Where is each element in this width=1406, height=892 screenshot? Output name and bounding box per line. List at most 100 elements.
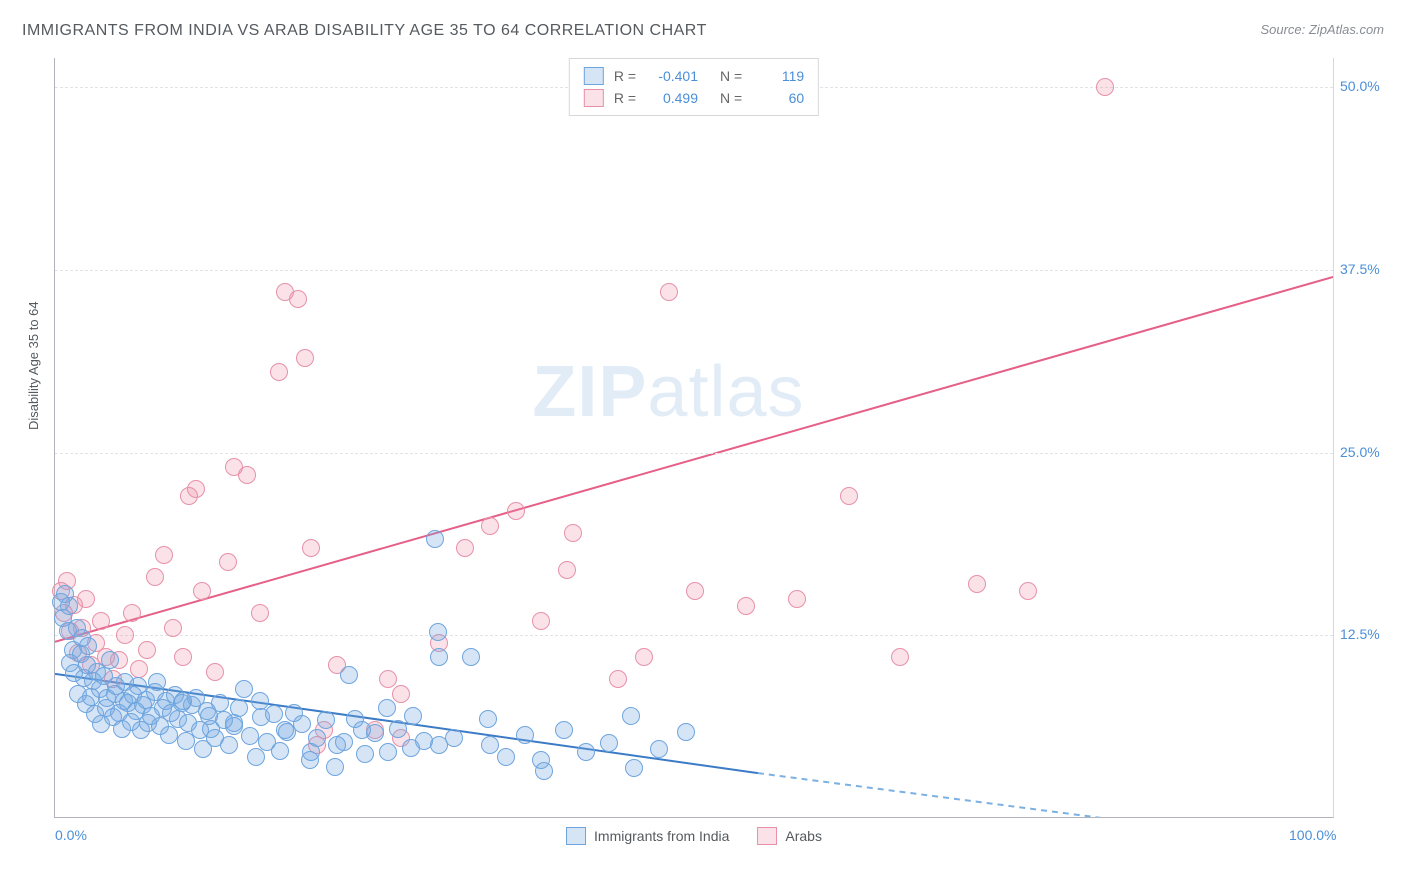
india-point — [430, 648, 448, 666]
india-point — [577, 743, 595, 761]
y-tick-label: 25.0% — [1340, 444, 1395, 460]
y-tick-label: 50.0% — [1340, 78, 1395, 94]
arabs-point — [686, 582, 704, 600]
arabs-point — [1019, 582, 1037, 600]
arabs-point — [1096, 78, 1114, 96]
arabs-point — [968, 575, 986, 593]
x-tick-label: 0.0% — [55, 827, 87, 843]
arabs-point — [155, 546, 173, 564]
arabs-point — [174, 648, 192, 666]
india-point — [317, 711, 335, 729]
legend-stats-row-india: R = -0.401 N = 119 — [584, 65, 804, 87]
india-point — [479, 710, 497, 728]
india-point — [497, 748, 515, 766]
india-point — [532, 751, 550, 769]
india-point — [426, 530, 444, 548]
arabs-point — [138, 641, 156, 659]
watermark: ZIPatlas — [532, 351, 804, 433]
india-point — [326, 758, 344, 776]
arabs-point — [558, 561, 576, 579]
legend-item-india: Immigrants from India — [566, 827, 729, 845]
arabs-point — [187, 480, 205, 498]
india-point — [481, 736, 499, 754]
india-point — [677, 723, 695, 741]
arabs-point — [296, 349, 314, 367]
plot-area: ZIPatlas R = -0.401 N = 119 R = 0.499 N … — [54, 58, 1334, 818]
india-point — [445, 729, 463, 747]
arabs-point — [840, 487, 858, 505]
source-attribution: Source: ZipAtlas.com — [1260, 22, 1384, 37]
arabs-point — [116, 626, 134, 644]
legend-stats-row-arabs: R = 0.499 N = 60 — [584, 87, 804, 109]
swatch-arabs — [584, 89, 604, 107]
swatch-india — [584, 67, 604, 85]
swatch-india — [566, 827, 586, 845]
legend-series: Immigrants from India Arabs — [566, 827, 822, 845]
y-tick-label: 12.5% — [1340, 626, 1395, 642]
arabs-point — [289, 290, 307, 308]
swatch-arabs — [757, 827, 777, 845]
india-point — [555, 721, 573, 739]
gridline — [55, 635, 1333, 636]
india-point — [293, 715, 311, 733]
india-point — [328, 736, 346, 754]
india-point — [389, 720, 407, 738]
arabs-point — [206, 663, 224, 681]
arabs-point — [123, 604, 141, 622]
legend-stats: R = -0.401 N = 119 R = 0.499 N = 60 — [569, 58, 819, 116]
arabs-point — [635, 648, 653, 666]
x-tick-label: 100.0% — [1289, 827, 1336, 843]
india-point — [650, 740, 668, 758]
arabs-point — [92, 612, 110, 630]
arabs-point — [481, 517, 499, 535]
india-point — [200, 707, 218, 725]
india-point — [430, 736, 448, 754]
chart-title: IMMIGRANTS FROM INDIA VS ARAB DISABILITY… — [22, 22, 707, 40]
india-point — [174, 692, 192, 710]
arabs-point — [392, 685, 410, 703]
arabs-point — [238, 466, 256, 484]
india-point — [429, 623, 447, 641]
arabs-point — [193, 582, 211, 600]
arabs-point — [146, 568, 164, 586]
y-tick-label: 37.5% — [1340, 261, 1395, 277]
gridline — [55, 270, 1333, 271]
india-point — [516, 726, 534, 744]
arabs-point — [164, 619, 182, 637]
india-point — [379, 743, 397, 761]
y-axis-label: Disability Age 35 to 64 — [26, 301, 41, 430]
arabs-point — [507, 502, 525, 520]
india-point — [271, 742, 289, 760]
india-point — [148, 673, 166, 691]
arabs-point — [379, 670, 397, 688]
arabs-point — [532, 612, 550, 630]
arabs-point — [219, 553, 237, 571]
india-point — [79, 637, 97, 655]
india-point — [600, 734, 618, 752]
india-point — [622, 707, 640, 725]
india-point — [241, 727, 259, 745]
arabs-point — [302, 539, 320, 557]
india-point — [247, 748, 265, 766]
gridline — [55, 453, 1333, 454]
india-point — [235, 680, 253, 698]
arabs-point — [251, 604, 269, 622]
arabs-point — [609, 670, 627, 688]
india-point — [340, 666, 358, 684]
india-point — [462, 648, 480, 666]
arabs-point — [270, 363, 288, 381]
arabs-point — [456, 539, 474, 557]
india-point — [220, 736, 238, 754]
india-point — [356, 745, 374, 763]
arabs-point — [130, 660, 148, 678]
arabs-point — [564, 524, 582, 542]
india-point — [251, 692, 269, 710]
arabs-point — [77, 590, 95, 608]
india-point — [265, 705, 283, 723]
arabs-point — [660, 283, 678, 301]
arabs-point — [788, 590, 806, 608]
india-point — [625, 759, 643, 777]
arabs-point — [891, 648, 909, 666]
arabs-point — [737, 597, 755, 615]
india-point — [160, 726, 178, 744]
